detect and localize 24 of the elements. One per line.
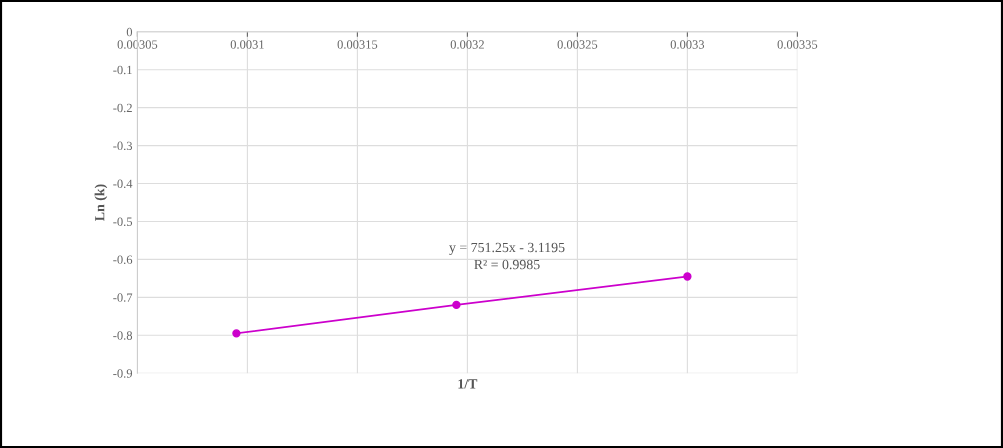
y-tick-label: 0 <box>126 27 133 37</box>
y-tick-label: -0.4 <box>113 179 133 189</box>
x-tick-label: 0.0032 <box>450 40 484 49</box>
x-tick-label: 0.0033 <box>670 40 705 49</box>
annotation: y = 751.25x - 3.1195 <box>449 242 565 255</box>
y-tick-label: -0.7 <box>113 293 133 302</box>
y-tick-label: -0.3 <box>113 141 133 151</box>
y-tick-label: -0.1 <box>113 65 132 75</box>
point <box>683 272 692 281</box>
y-tick-label: -0.8 <box>113 331 133 340</box>
x-tick-label: 0.00335 <box>777 40 818 49</box>
y-axis-title: Ln (k) <box>94 184 108 221</box>
x-tick-label: 0.00325 <box>557 40 598 49</box>
x-tick-label: 0.00305 <box>117 40 158 49</box>
x-axis-title: 1/T <box>458 379 478 389</box>
y-tick-label: -0.9 <box>113 369 133 378</box>
x-tick-label: 0.00315 <box>337 40 378 49</box>
point <box>232 329 241 338</box>
y-tick-label: -0.2 <box>113 103 132 113</box>
y-tick-label: -0.5 <box>113 217 133 226</box>
point <box>452 300 461 310</box>
annotation: R² = 0.9985 <box>474 259 540 270</box>
y-tick-label: -0.6 <box>113 255 133 264</box>
x-tick-label: 0.0031 <box>230 40 264 49</box>
